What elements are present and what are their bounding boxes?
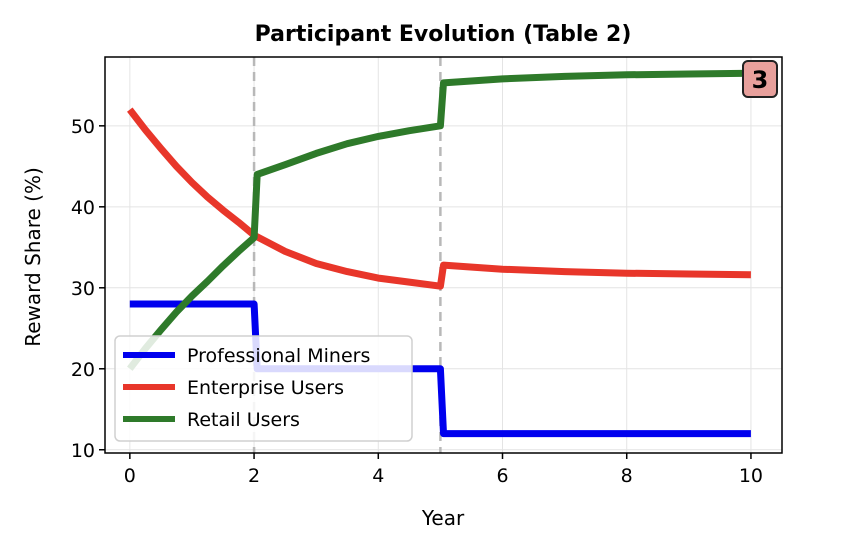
y-tick-label: 10 bbox=[71, 440, 95, 462]
x-tick-label: 8 bbox=[621, 465, 633, 487]
badge-box bbox=[742, 60, 778, 98]
y-tick-label: 20 bbox=[71, 359, 95, 381]
x-tick-label: 4 bbox=[372, 465, 384, 487]
x-tick-label: 2 bbox=[248, 465, 260, 487]
series-lines bbox=[127, 69, 751, 438]
x-tick-label: 10 bbox=[739, 465, 763, 487]
y-tick-label: 30 bbox=[71, 278, 95, 300]
legend: Professional Miners Enterprise Users Retai… bbox=[114, 335, 413, 442]
y-tick-label: 50 bbox=[71, 116, 95, 138]
plot-frame bbox=[104, 56, 783, 454]
x-tick-label: 0 bbox=[124, 465, 136, 487]
chart-title: Participant Evolution (Table 2) bbox=[255, 22, 632, 47]
series-line-2 bbox=[127, 69, 751, 371]
y-axis-label: Reward Share (%) bbox=[21, 167, 45, 347]
series-line-0 bbox=[129, 300, 751, 438]
panel-badge: 3 bbox=[742, 60, 778, 98]
y-tick-label: 40 bbox=[71, 197, 95, 219]
legend-label: Enterprise Users bbox=[187, 377, 344, 399]
legend-label: Retail Users bbox=[187, 409, 300, 431]
series-line-1 bbox=[127, 107, 751, 290]
x-axis-label: Year bbox=[421, 506, 465, 530]
axis-ticks: 0 2 4 6 8 10 10 20 30 40 50 bbox=[71, 116, 763, 487]
legend-box bbox=[114, 335, 413, 442]
x-tick-label: 6 bbox=[496, 465, 508, 487]
badge-label: 3 bbox=[752, 66, 769, 94]
legend-label: Professional Miners bbox=[187, 345, 370, 367]
